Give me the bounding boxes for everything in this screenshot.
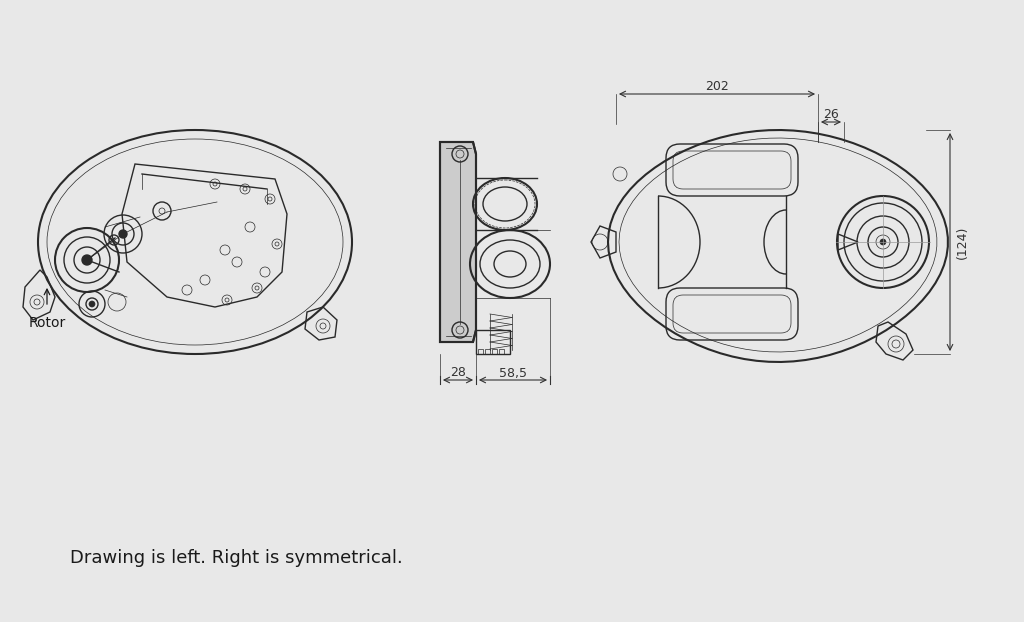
Text: Rotor: Rotor [29, 316, 66, 330]
Circle shape [89, 301, 95, 307]
Text: 202: 202 [706, 80, 729, 93]
Bar [499, 349, 504, 354]
Text: 26: 26 [823, 108, 839, 121]
Text: 28: 28 [451, 366, 466, 379]
Circle shape [880, 239, 886, 245]
Bar [492, 349, 497, 354]
Bar [478, 349, 483, 354]
Circle shape [119, 230, 127, 238]
Text: (124): (124) [955, 225, 969, 259]
Polygon shape [440, 142, 476, 342]
Text: Drawing is left. Right is symmetrical.: Drawing is left. Right is symmetrical. [70, 549, 402, 567]
Text: 58,5: 58,5 [499, 366, 527, 379]
Bar [485, 349, 490, 354]
Circle shape [82, 255, 92, 265]
